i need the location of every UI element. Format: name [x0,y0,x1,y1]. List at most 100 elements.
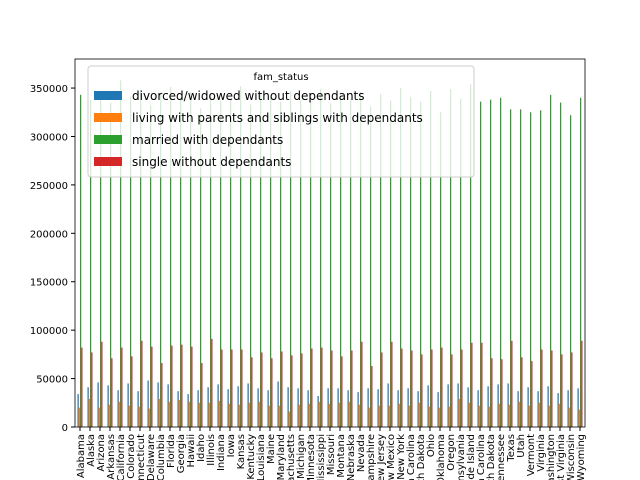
bar [281,351,283,427]
bar [331,350,333,427]
bar [520,109,522,427]
bar [177,391,179,427]
bar [480,101,482,427]
legend-label: living with parents and siblings with de… [132,111,423,125]
bar [507,383,509,427]
x-tick-label: Oregon [446,434,457,471]
bar [407,388,409,427]
bar [230,98,232,427]
bar [391,341,393,427]
bar [170,87,172,427]
x-tick-label: New Jersey [376,434,387,480]
bar [241,349,243,427]
bar [117,390,119,427]
bar [200,108,202,428]
y-tick-label: 200000 [30,229,68,240]
bar [580,97,582,427]
bar [137,391,139,427]
bar [108,404,110,427]
bar [340,95,342,428]
x-tick-label: Kentucky [246,434,257,480]
bar [501,359,503,427]
bar [110,102,112,427]
bar [218,400,220,427]
bar [417,391,419,427]
bar [551,350,553,427]
x-tick-label: Rhode Island [466,434,477,480]
bar [418,402,420,427]
bar [211,338,213,427]
x-tick-label: Mississippi [316,434,327,480]
bar [271,358,273,427]
x-tick-label: Iowa [226,434,237,457]
bar [141,340,143,427]
bar [101,341,103,427]
y-tick-label: 150000 [30,278,68,289]
bar [80,94,82,428]
bar [91,352,93,427]
x-tick-label: Ohio [426,434,437,457]
bar [98,407,100,427]
bar [260,92,262,427]
bar [261,352,263,427]
bar [111,358,113,427]
x-tick-label: California [116,434,127,480]
bar [238,404,240,427]
bar [181,344,183,427]
bar [231,349,233,427]
bar [508,404,510,427]
legend-label: single without dependants [132,155,291,169]
bar [240,86,242,428]
x-tick-label: New Mexico [386,434,397,480]
bar [100,95,102,428]
bar [348,401,350,427]
bar [421,354,423,427]
bar [268,405,270,427]
bar [530,112,532,428]
y-tick-label: 100000 [30,326,68,337]
bar [460,98,462,427]
x-tick-label: Hawaii [186,434,197,468]
bar [210,93,212,427]
bar [248,402,250,427]
bar [267,390,269,427]
x-tick-label: North Dakota [416,434,427,480]
bar [381,352,383,427]
bar [120,80,122,427]
x-tick-label: Washington [546,434,557,480]
bar [420,101,422,427]
bar [197,390,199,427]
y-tick-label: 350000 [30,84,68,95]
x-tick-label: Montana [336,434,347,478]
x-tick-label: District of Columbia [156,434,167,480]
x-tick-label: Arizona [96,434,107,472]
bar [468,402,470,427]
bar [401,348,403,427]
bar [550,94,552,428]
x-tick-label: Delaware [146,434,157,480]
bar [151,346,153,427]
x-tick-label: Massachusetts [286,434,297,480]
x-tick-label: Alaska [86,434,97,467]
bar [528,405,530,427]
bar [400,88,402,427]
bar [188,401,190,427]
bar [538,402,540,427]
bar [287,387,289,427]
legend-swatch [94,157,122,166]
x-tick-label: South Dakota [486,434,497,480]
bar [190,91,192,427]
bar [578,409,580,427]
bar [310,94,312,428]
bar [247,383,249,427]
bar [158,398,160,427]
bar [90,99,92,428]
x-tick-label: Nevada [356,434,367,472]
bar [147,380,149,427]
x-tick-label: Vermont [526,434,537,476]
bar [478,405,480,427]
bar [288,411,290,427]
bar [77,394,79,427]
bar [131,356,133,427]
bar [217,384,219,427]
